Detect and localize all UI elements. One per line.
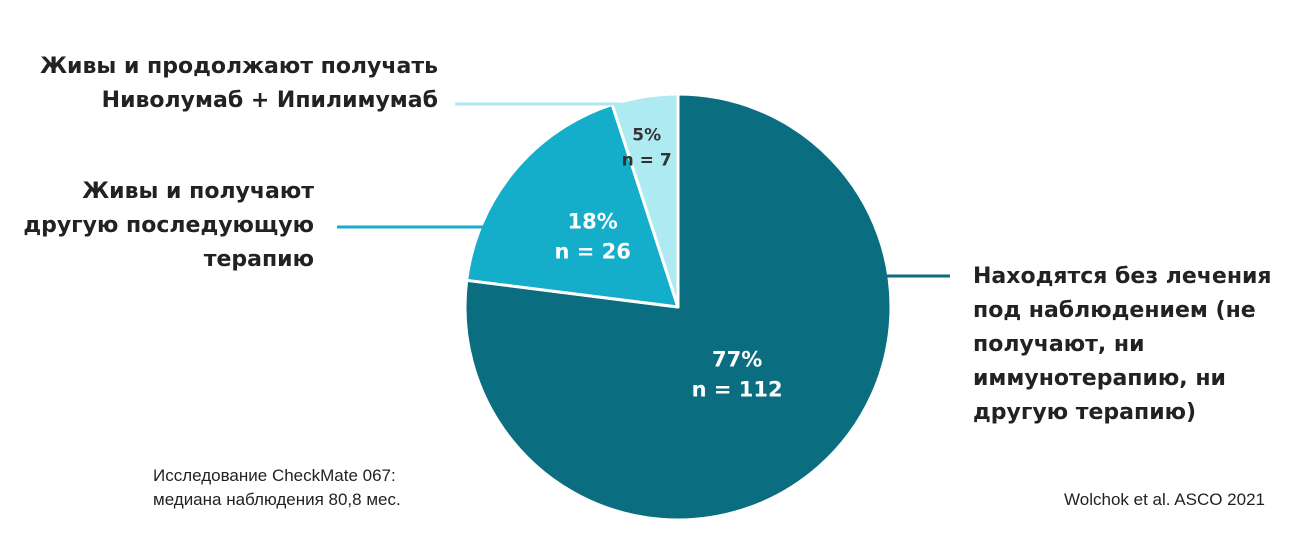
study-footnote: Исследование CheckMate 067: медиана набл…: [153, 466, 401, 509]
slice-other-therapy: [465, 102, 680, 309]
slice-count-label: n = 26: [554, 240, 630, 264]
callout-continue-nivo-ipi: Живы и продолжают получать Ниволумаб + И…: [40, 54, 438, 113]
callout-no-treatment: Находятся без лечения под наблюдением (н…: [973, 264, 1272, 425]
slice-count-label: n = 112: [692, 377, 783, 401]
slice-percent-label: 77%: [712, 347, 762, 371]
slice-no-treatment: [463, 92, 893, 522]
slice-percent-label: 18%: [568, 210, 618, 234]
slice-percent-label: 5%: [632, 126, 661, 146]
callout-other-therapy: Живы и получают другую последующую терап…: [23, 179, 314, 272]
citation: Wolchok et al. ASCO 2021: [1064, 490, 1265, 509]
slice-count-label: n = 7: [622, 151, 672, 171]
